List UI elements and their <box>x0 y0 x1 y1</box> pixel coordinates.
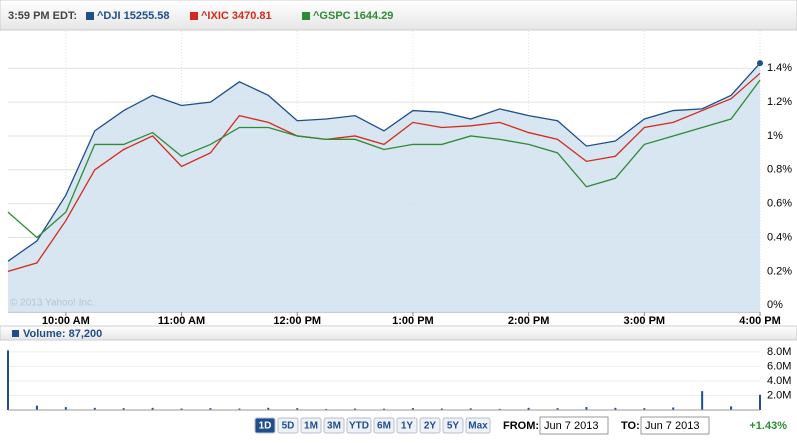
end-dot <box>757 60 763 67</box>
legend-swatch <box>86 12 94 20</box>
volume-bar <box>267 407 270 410</box>
volume-bar <box>383 408 385 410</box>
volume-bar <box>701 391 704 410</box>
range-label[interactable]: 2Y <box>424 421 437 432</box>
to-input[interactable] <box>640 416 710 435</box>
y-tick-label: 0.8% <box>767 164 792 176</box>
volume-bar <box>354 408 357 410</box>
range-label[interactable]: 1M <box>304 421 318 432</box>
from-input[interactable] <box>539 416 609 435</box>
range-button[interactable] <box>442 417 464 434</box>
time-label: 3:59 PM EDT: <box>8 10 77 22</box>
volume-bar <box>643 408 646 410</box>
x-tick-label: 11:00 AM <box>158 315 205 327</box>
from-label: FROM: <box>503 420 539 432</box>
range-button[interactable] <box>465 417 491 434</box>
range-button[interactable] <box>277 417 299 434</box>
volume-bar <box>672 407 675 410</box>
volume-bar <box>614 407 617 410</box>
change: +1.43% <box>749 420 787 432</box>
range-button[interactable] <box>419 417 441 434</box>
volume-bar <box>64 407 67 410</box>
volume-bar <box>527 407 530 410</box>
y-tick-label: 0% <box>767 299 783 311</box>
series-line <box>7 62 761 262</box>
volume-bar <box>440 408 443 410</box>
range-button[interactable] <box>254 417 276 434</box>
range-label[interactable]: 5Y <box>447 421 460 432</box>
volume-bar <box>585 407 588 410</box>
x-tick-label: 1:00 PM <box>392 315 434 327</box>
range-label[interactable]: 6M <box>377 421 391 432</box>
x-tick-label: 10:00 AM <box>42 315 90 327</box>
y-tick-label: 0.4% <box>767 231 792 243</box>
header-bar <box>0 0 797 31</box>
volume-bar <box>325 408 328 410</box>
legend-swatch <box>190 12 198 20</box>
volume-tick-label: 8.0M <box>767 346 791 358</box>
series-line <box>7 79 761 239</box>
range-label[interactable]: 3M <box>327 421 341 432</box>
volume-bar <box>209 408 212 410</box>
y-tick-label: 0.6% <box>767 198 792 210</box>
legend-swatch <box>302 12 310 20</box>
range-button[interactable] <box>396 417 418 434</box>
legend-label: ^DJI 15255.58 <box>97 10 169 22</box>
range-label[interactable]: YTD <box>349 421 369 432</box>
range-label[interactable]: 1Y <box>401 421 414 432</box>
volume-bar <box>122 408 125 410</box>
x-tick-label: 2:00 PM <box>508 315 550 327</box>
legend-label: ^IXIC 3470.81 <box>201 10 272 22</box>
volume-bar <box>296 408 299 410</box>
series-line <box>7 72 761 272</box>
legend-label: ^GSPC 1644.29 <box>313 10 393 22</box>
volume-label: Volume: 87,200 <box>23 328 102 340</box>
copyright: © 2013 Yahoo! Inc. <box>10 298 95 309</box>
volume-bar <box>730 406 733 410</box>
range-button[interactable] <box>323 417 345 434</box>
volume-bar <box>35 405 38 410</box>
range-label[interactable]: 1D <box>259 421 272 432</box>
x-tick-label: 4:00 PM <box>739 315 781 327</box>
series-area <box>8 63 760 312</box>
volume-bar <box>0 325 797 341</box>
y-tick-label: 1.2% <box>767 96 792 108</box>
y-tick-label: 1% <box>767 130 783 142</box>
x-tick-label: 3:00 PM <box>624 315 666 327</box>
volume-bar <box>7 350 9 410</box>
volume-bar <box>556 408 559 410</box>
volume-swatch <box>12 330 19 337</box>
range-button[interactable] <box>300 417 322 434</box>
volume-bar <box>180 408 183 410</box>
volume-bar <box>93 407 96 410</box>
x-tick-label: 12:00 PM <box>273 315 321 327</box>
volume-tick-label: 4.0M <box>767 375 791 387</box>
volume-bar <box>238 408 241 410</box>
volume-tick-label: 2.0M <box>767 389 791 401</box>
to-label: TO: <box>621 420 640 432</box>
volume-bar <box>411 408 414 410</box>
from-value[interactable]: Jun 7 2013 <box>544 420 598 432</box>
range-button[interactable] <box>373 417 395 434</box>
volume-bar <box>151 407 154 410</box>
volume-bar <box>759 394 761 410</box>
volume-tick-label: 6.0M <box>767 360 791 372</box>
volume-bar <box>498 408 501 410</box>
volume-bar <box>469 408 472 410</box>
y-tick-label: 1.4% <box>767 62 792 74</box>
range-label[interactable]: Max <box>468 421 488 432</box>
to-value[interactable]: Jun 7 2013 <box>645 420 699 432</box>
y-tick-label: 0.2% <box>767 265 792 277</box>
range-button[interactable] <box>346 417 372 434</box>
range-label[interactable]: 5D <box>282 421 295 432</box>
